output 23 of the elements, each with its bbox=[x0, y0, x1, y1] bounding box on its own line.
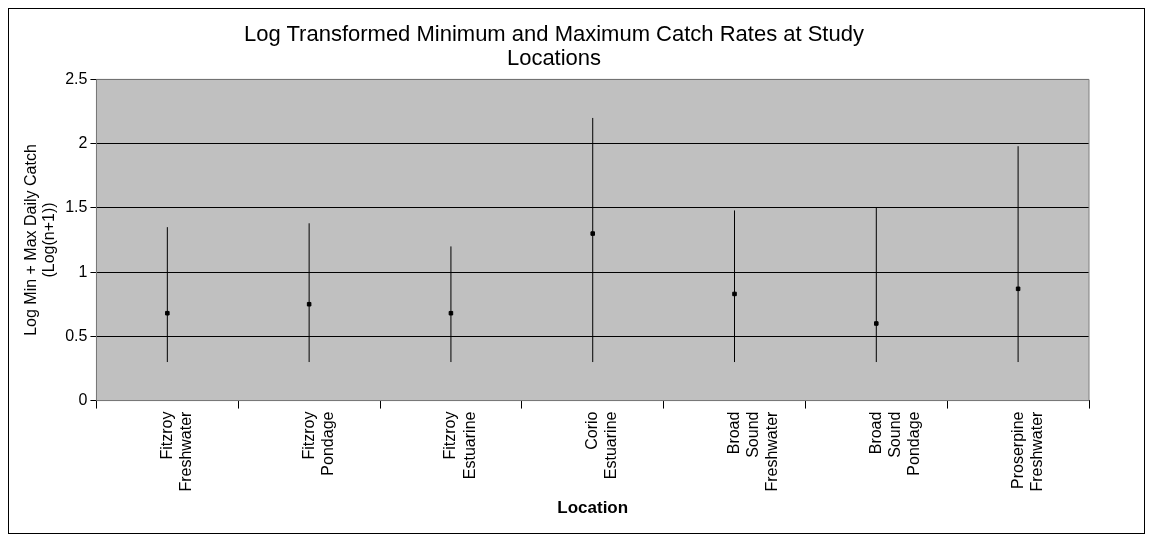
x-tick-label: Broad Sound Pondage bbox=[866, 411, 923, 476]
y-tick-label: 2.5 bbox=[65, 69, 88, 87]
x-axis-title: Location bbox=[557, 498, 629, 518]
point bbox=[165, 310, 170, 316]
x-tick-label: Fitzroy Pondage bbox=[299, 411, 336, 476]
x-tick-label: Fitzroy Estuarine bbox=[441, 411, 478, 480]
point bbox=[306, 301, 312, 307]
y-axis-title: Log Min + Max Daily Catch (Log(n+1)) bbox=[22, 144, 57, 336]
point bbox=[1015, 286, 1021, 292]
x-tick-label: Fitzroy Freshwater bbox=[157, 410, 194, 492]
point bbox=[448, 310, 454, 316]
chart-title: Log Transformed Minimum and Maximum Catch Rates at Study Locations bbox=[244, 21, 864, 71]
y-tick-label: 1.5 bbox=[65, 198, 88, 216]
x-tick-label: Broad Sound Freshwater bbox=[724, 410, 781, 492]
x-tick-label: Corio Estuarine bbox=[583, 411, 620, 480]
x-tick-label: Proserpine Freshwater bbox=[1008, 410, 1045, 492]
y-tick-label: 1 bbox=[78, 262, 88, 280]
point bbox=[732, 291, 737, 297]
y-tick-label: 0.5 bbox=[65, 326, 88, 344]
y-tick-label: 0 bbox=[78, 390, 88, 408]
point bbox=[874, 321, 879, 326]
y-tick-label: 2 bbox=[78, 134, 88, 152]
point bbox=[590, 231, 595, 236]
